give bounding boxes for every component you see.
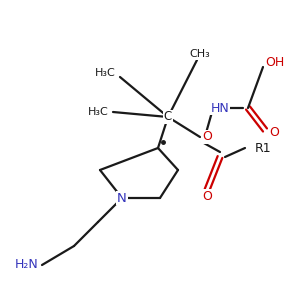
Text: HN: HN [211, 101, 230, 115]
Text: H₂N: H₂N [14, 259, 38, 272]
Text: CH₃: CH₃ [190, 49, 210, 59]
Text: O: O [202, 190, 212, 202]
Text: R1: R1 [255, 142, 272, 154]
Text: H₃C: H₃C [88, 107, 109, 117]
Text: O: O [269, 125, 279, 139]
Text: C: C [164, 110, 172, 124]
Text: N: N [117, 191, 127, 205]
Text: H₃C: H₃C [95, 68, 116, 78]
Text: O: O [202, 130, 212, 143]
Text: OH: OH [265, 56, 284, 70]
